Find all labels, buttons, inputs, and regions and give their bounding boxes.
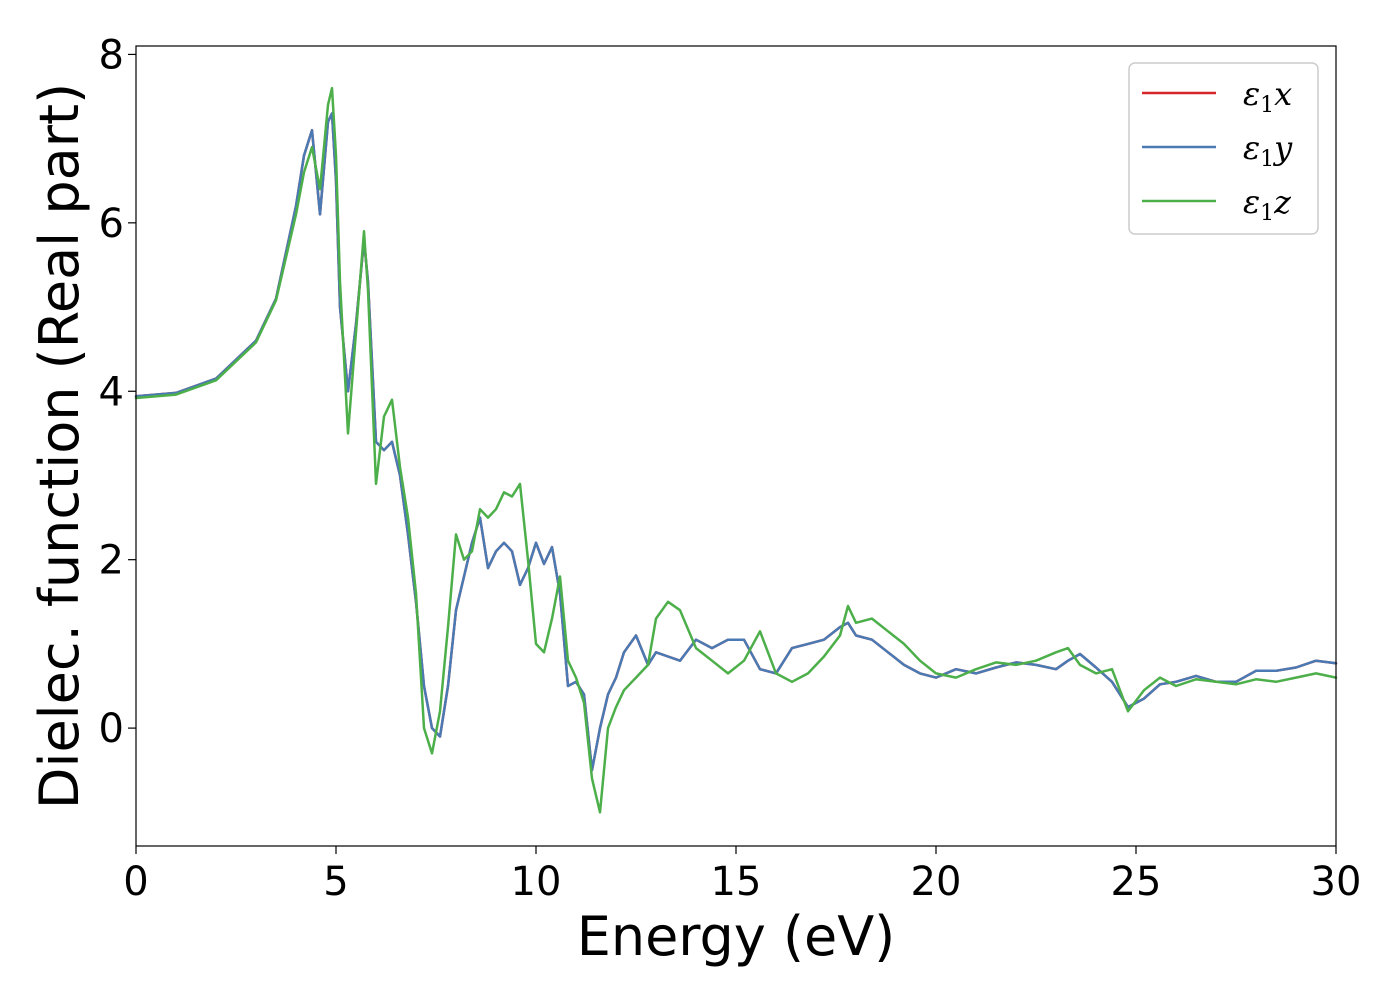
y-tick-label: 2 [99, 538, 124, 584]
x-tick-label: 20 [911, 859, 962, 905]
x-tick-label: 30 [1311, 859, 1362, 905]
y-axis: 0 2 4 6 8 [99, 32, 136, 752]
series-layer [134, 86, 1338, 814]
legend-box [1128, 62, 1319, 235]
legend-label-z: ε1z [1243, 183, 1292, 226]
x-axis-label: Energy (eV) [577, 905, 896, 968]
y-tick-label: 8 [99, 32, 124, 78]
legend: ε1x ε1y ε1z [1128, 62, 1319, 235]
x-tick-label: 25 [1111, 859, 1162, 905]
y-axis-label: Dielec. function (Real part) [28, 83, 91, 809]
x-tick-label: 5 [323, 859, 348, 905]
series-line-z [134, 86, 1338, 814]
x-tick-label: 0 [123, 859, 148, 905]
y-tick-label: 4 [99, 369, 124, 415]
x-axis: 0 5 10 15 20 25 30 [123, 846, 1361, 905]
x-tick-label: 10 [511, 859, 562, 905]
x-tick-label: 15 [711, 859, 762, 905]
legend-label-y: ε1y [1243, 129, 1293, 172]
y-tick-label: 6 [99, 201, 124, 247]
legend-label-x: ε1x [1243, 75, 1292, 118]
y-tick-label: 0 [99, 706, 124, 752]
